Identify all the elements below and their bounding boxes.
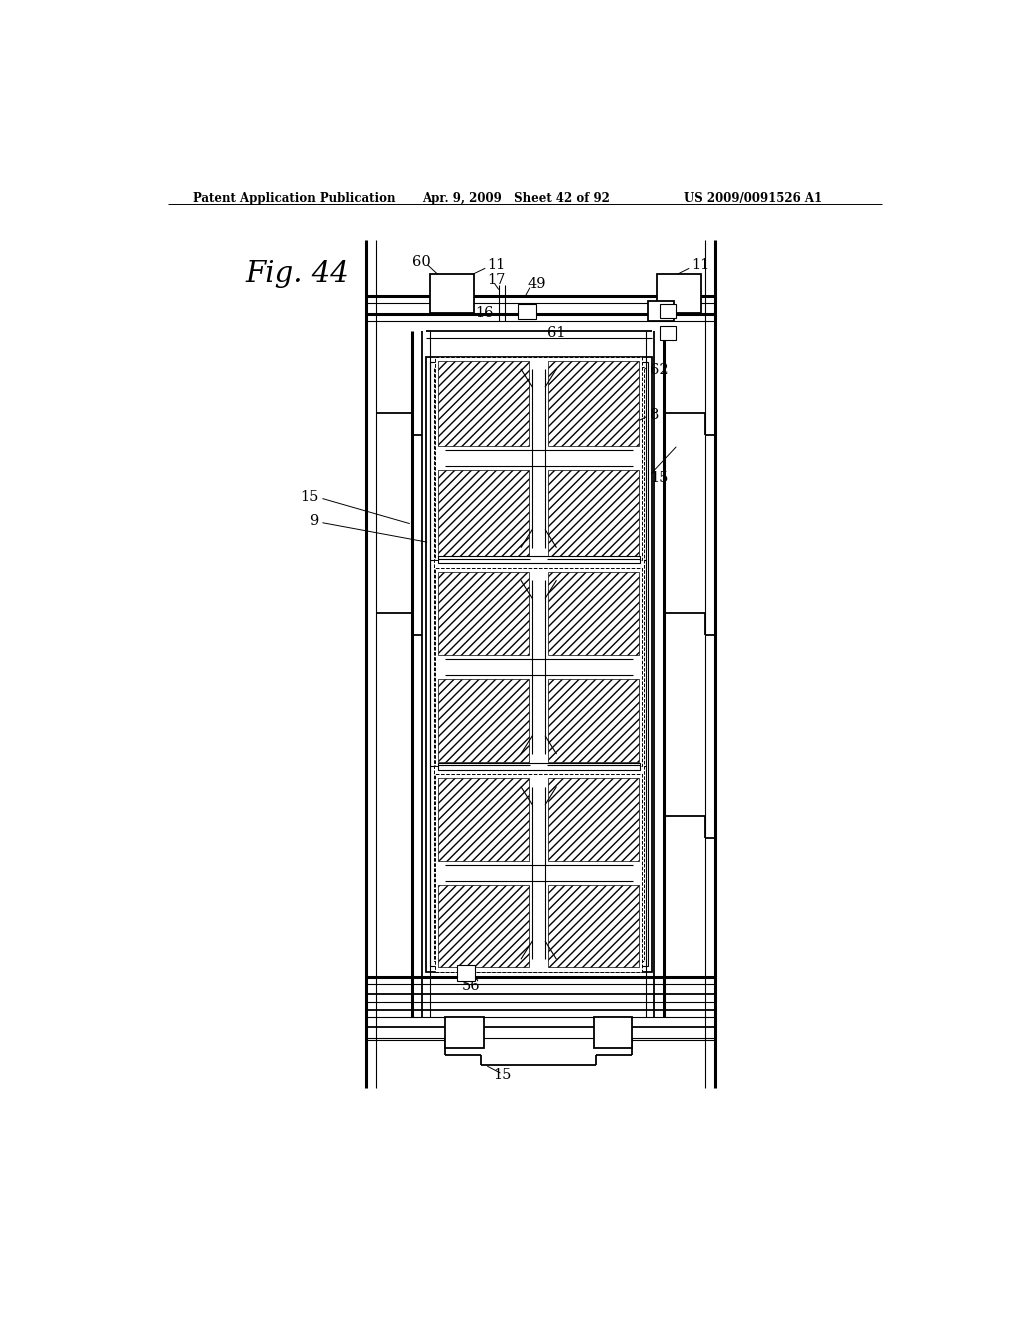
Bar (648, 301, 674, 321)
Text: 15: 15 (494, 1068, 512, 1082)
Bar (458, 965, 475, 981)
Bar (435, 356, 642, 560)
Bar (438, 886, 529, 968)
Text: 11: 11 (487, 259, 506, 272)
Bar (438, 470, 529, 556)
Bar (433, 367, 644, 961)
Text: 49: 49 (527, 277, 546, 292)
Text: 17: 17 (487, 273, 506, 288)
Bar (437, 763, 640, 770)
Text: 9: 9 (309, 515, 318, 528)
Bar (438, 572, 529, 655)
Bar (426, 356, 652, 972)
Bar (548, 886, 639, 968)
Bar (438, 779, 529, 861)
Text: Fig. 44: Fig. 44 (246, 260, 349, 288)
Text: Apr. 9, 2009   Sheet 42 of 92: Apr. 9, 2009 Sheet 42 of 92 (422, 191, 609, 205)
Bar (594, 1018, 632, 1048)
Bar (657, 275, 701, 313)
Bar (430, 275, 474, 313)
Text: US 2009/0091526 A1: US 2009/0091526 A1 (684, 191, 821, 205)
Text: 60: 60 (412, 255, 431, 269)
Bar (548, 779, 639, 861)
Text: 62: 62 (650, 363, 669, 376)
Text: 15: 15 (650, 470, 669, 484)
Text: 11: 11 (691, 259, 710, 272)
Bar (430, 362, 648, 966)
Bar (438, 360, 529, 446)
Text: 8: 8 (650, 408, 659, 421)
Bar (548, 680, 639, 762)
Bar (659, 326, 676, 341)
Bar (659, 304, 676, 318)
Bar (437, 556, 640, 564)
Bar (438, 680, 529, 762)
Bar (435, 568, 642, 766)
Bar (445, 1018, 483, 1048)
Bar (518, 304, 536, 319)
Text: 56: 56 (462, 978, 480, 993)
Bar (435, 775, 642, 972)
Bar (548, 360, 639, 446)
Text: 15: 15 (300, 490, 318, 504)
Bar (548, 470, 639, 556)
Text: 16: 16 (475, 306, 494, 319)
Text: 61: 61 (547, 326, 565, 341)
Text: Patent Application Publication: Patent Application Publication (194, 191, 395, 205)
Bar (548, 572, 639, 655)
